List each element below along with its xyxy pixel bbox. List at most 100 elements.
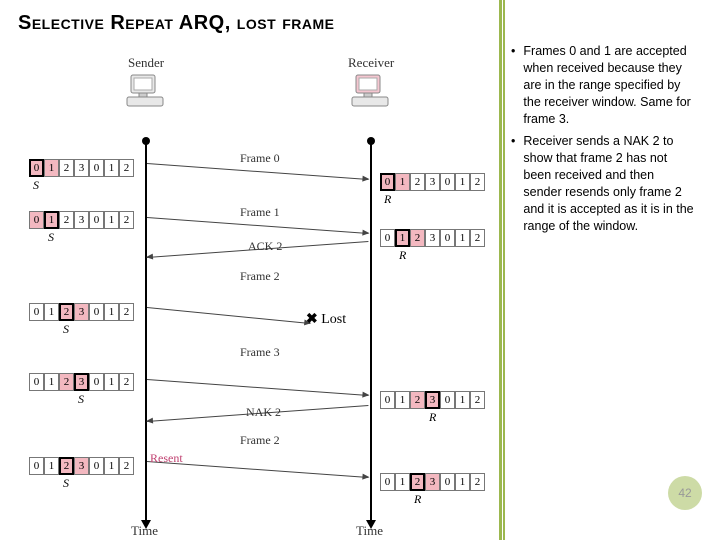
- window-cell: 3: [74, 211, 89, 229]
- window-cell: 2: [470, 391, 485, 409]
- window-cell: 0: [89, 159, 104, 177]
- window-cell: 1: [395, 229, 410, 247]
- window-marker: S: [63, 476, 69, 491]
- window-cells: 0123012: [380, 473, 485, 491]
- window-cell: 3: [74, 303, 89, 321]
- window-cells: 0123012: [380, 391, 485, 409]
- window-cell: 2: [470, 229, 485, 247]
- window-cell: 1: [104, 457, 119, 475]
- window-cell: 1: [395, 173, 410, 191]
- window-cell: 0: [89, 373, 104, 391]
- window-cell: 2: [410, 173, 425, 191]
- window-cell: 2: [410, 229, 425, 247]
- window-cell: 2: [470, 473, 485, 491]
- window-cells: 0123012: [380, 229, 485, 247]
- window-cell: 2: [119, 373, 134, 391]
- receiver-window-row: 0123012R: [380, 229, 485, 263]
- window-cell: 1: [104, 303, 119, 321]
- window-cell: 0: [89, 303, 104, 321]
- window-cell: 1: [455, 391, 470, 409]
- window-cell: 0: [440, 173, 455, 191]
- window-cells: 0123012: [380, 173, 485, 191]
- slide-title: Selective Repeat ARQ, lost frame: [0, 0, 720, 43]
- sender-label: Sender: [128, 55, 164, 71]
- window-cell: 2: [59, 159, 74, 177]
- bullet-dot: •: [511, 133, 515, 234]
- sender-window-row: 0123012S: [29, 303, 134, 337]
- window-cell: 2: [119, 303, 134, 321]
- arrow-label: Frame 2: [240, 269, 280, 284]
- receiver-timeline: [370, 143, 372, 521]
- window-cell: 0: [440, 391, 455, 409]
- receiver-time-label: Time: [356, 523, 383, 539]
- window-cell: 0: [29, 159, 44, 177]
- window-cell: 1: [104, 373, 119, 391]
- resent-label: Resent: [150, 451, 183, 466]
- sender-computer-icon: [125, 73, 161, 105]
- sender-timeline: [145, 143, 147, 521]
- frame-arrow: [147, 379, 368, 396]
- sender-window-row: 0123012S: [29, 373, 134, 407]
- window-cell: 2: [410, 473, 425, 491]
- window-cell: 2: [119, 211, 134, 229]
- window-cell: 0: [440, 473, 455, 491]
- window-cell: 2: [470, 173, 485, 191]
- window-cell: 2: [59, 303, 74, 321]
- window-cell: 0: [29, 211, 44, 229]
- receiver-window-row: 0123012R: [380, 473, 485, 507]
- window-marker: R: [414, 492, 421, 507]
- window-cell: 0: [29, 373, 44, 391]
- arrow-label: Frame 0: [240, 151, 280, 166]
- window-cell: 0: [89, 457, 104, 475]
- window-cells: 0123012: [29, 211, 134, 229]
- window-cell: 1: [44, 159, 59, 177]
- window-cell: 1: [395, 473, 410, 491]
- window-cell: 3: [425, 473, 440, 491]
- receiver-label: Receiver: [348, 55, 394, 71]
- window-marker: R: [384, 192, 391, 207]
- frame-arrow: [147, 307, 310, 324]
- arrow-label: ACK 2: [248, 239, 282, 254]
- window-marker: S: [78, 392, 84, 407]
- window-marker: S: [63, 322, 69, 337]
- sender-window-row: 0123012S: [29, 211, 134, 245]
- window-cell: 1: [455, 229, 470, 247]
- window-cell: 2: [119, 457, 134, 475]
- arq-diagram: Sender Receiver TimeTime0123012S0123012S…: [0, 43, 505, 539]
- receiver-computer-icon: [350, 73, 386, 105]
- sender-window-row: 0123012S: [29, 457, 134, 491]
- window-cell: 1: [104, 159, 119, 177]
- content-area: Sender Receiver TimeTime0123012S0123012S…: [0, 43, 720, 539]
- window-cell: 1: [44, 457, 59, 475]
- window-cell: 1: [455, 173, 470, 191]
- window-cell: 0: [29, 457, 44, 475]
- bullet-dot: •: [511, 43, 515, 127]
- bullet-item: •Frames 0 and 1 are accepted when receiv…: [511, 43, 695, 127]
- window-marker: S: [48, 230, 54, 245]
- window-cell: 0: [380, 391, 395, 409]
- page-number-badge: 42: [668, 476, 702, 510]
- window-cell: 1: [44, 303, 59, 321]
- bullet-panel: •Frames 0 and 1 are accepted when receiv…: [505, 43, 705, 539]
- window-cell: 1: [104, 211, 119, 229]
- window-marker: R: [399, 248, 406, 263]
- window-cells: 0123012: [29, 159, 134, 177]
- arrow-label: NAK 2: [246, 405, 281, 420]
- window-cell: 2: [410, 391, 425, 409]
- window-cell: 0: [380, 473, 395, 491]
- window-marker: R: [429, 410, 436, 425]
- window-cell: 0: [440, 229, 455, 247]
- window-cell: 0: [380, 229, 395, 247]
- window-cell: 0: [29, 303, 44, 321]
- window-cell: 2: [59, 211, 74, 229]
- bullet-list: •Frames 0 and 1 are accepted when receiv…: [511, 43, 695, 235]
- bullet-text: Frames 0 and 1 are accepted when receive…: [523, 43, 695, 127]
- arrow-label: Frame 2: [240, 433, 280, 448]
- window-cell: 3: [74, 159, 89, 177]
- window-cell: 0: [380, 173, 395, 191]
- window-cell: 1: [44, 373, 59, 391]
- window-cell: 3: [74, 373, 89, 391]
- window-cells: 0123012: [29, 457, 134, 475]
- window-cell: 1: [395, 391, 410, 409]
- window-cell: 3: [425, 229, 440, 247]
